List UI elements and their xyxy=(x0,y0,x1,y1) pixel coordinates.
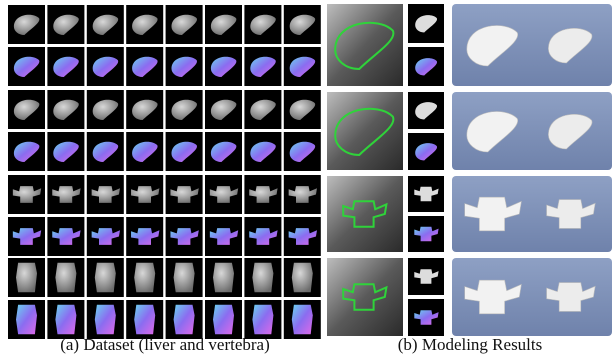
gray-render xyxy=(252,263,273,292)
gray-render xyxy=(174,263,195,292)
normal-render xyxy=(174,305,195,334)
caption-a: (a) Dataset (liver and vertebra) xyxy=(60,335,270,354)
normal-render xyxy=(134,305,155,334)
normal-render xyxy=(252,305,273,334)
normal-render xyxy=(55,305,76,334)
normal-render xyxy=(16,305,37,334)
xray-image xyxy=(327,92,403,170)
page: {"captions": {"a": "(a) Dataset (liver a… xyxy=(0,0,614,360)
xray-image xyxy=(327,4,403,86)
gray-render xyxy=(95,263,116,292)
normal-render xyxy=(292,305,313,334)
caption-b: (b) Modeling Results xyxy=(398,335,543,354)
gray-render xyxy=(292,263,313,292)
dataset-grid xyxy=(8,5,321,339)
normal-render xyxy=(95,305,116,334)
gray-render xyxy=(134,263,155,292)
gray-render xyxy=(16,263,37,292)
figure: (a) Dataset (liver and vertebra) (b) Mod… xyxy=(0,0,614,360)
modeling-results xyxy=(327,4,612,336)
normal-render xyxy=(213,305,234,334)
xray-image xyxy=(327,176,403,252)
xray-image xyxy=(327,258,403,336)
gray-render xyxy=(55,263,76,292)
gray-render xyxy=(213,263,234,292)
